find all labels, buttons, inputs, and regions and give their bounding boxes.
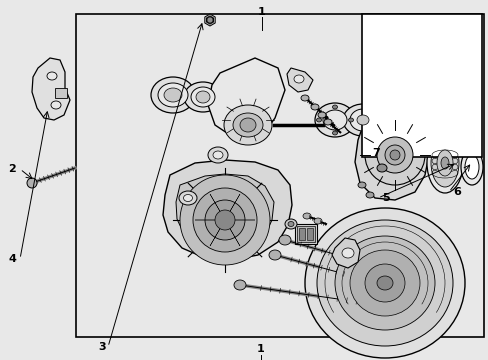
Bar — [296, 226, 314, 242]
Text: 1: 1 — [257, 7, 265, 17]
Ellipse shape — [215, 210, 235, 230]
Ellipse shape — [317, 112, 325, 118]
Ellipse shape — [183, 82, 222, 112]
Ellipse shape — [384, 145, 404, 165]
Ellipse shape — [349, 250, 419, 316]
Bar — [298, 228, 305, 240]
Ellipse shape — [341, 248, 353, 258]
Ellipse shape — [287, 221, 293, 226]
Ellipse shape — [305, 208, 464, 358]
Ellipse shape — [268, 250, 281, 260]
Ellipse shape — [316, 118, 321, 122]
Ellipse shape — [342, 104, 382, 136]
Polygon shape — [32, 58, 70, 120]
Ellipse shape — [364, 125, 424, 185]
Ellipse shape — [316, 220, 452, 346]
Polygon shape — [206, 16, 213, 24]
Text: 4: 4 — [8, 254, 16, 264]
Ellipse shape — [389, 150, 399, 160]
Ellipse shape — [440, 157, 448, 169]
Polygon shape — [204, 14, 215, 26]
Ellipse shape — [364, 264, 404, 302]
Ellipse shape — [384, 266, 394, 274]
Polygon shape — [286, 68, 312, 92]
Ellipse shape — [158, 83, 187, 107]
Ellipse shape — [349, 109, 375, 131]
Ellipse shape — [279, 235, 290, 245]
Polygon shape — [207, 58, 285, 138]
Ellipse shape — [376, 276, 392, 290]
Bar — [361, 14, 481, 157]
Ellipse shape — [356, 115, 368, 125]
Ellipse shape — [313, 218, 321, 224]
Ellipse shape — [285, 219, 296, 229]
Polygon shape — [224, 220, 240, 246]
Text: 5: 5 — [382, 193, 389, 203]
Ellipse shape — [232, 113, 263, 137]
Ellipse shape — [430, 139, 458, 187]
Ellipse shape — [163, 88, 182, 102]
Ellipse shape — [379, 281, 389, 289]
Ellipse shape — [357, 182, 365, 188]
Text: 2: 2 — [8, 164, 16, 174]
Polygon shape — [163, 160, 291, 260]
Ellipse shape — [332, 131, 337, 135]
Ellipse shape — [293, 75, 304, 83]
Polygon shape — [176, 174, 273, 248]
Ellipse shape — [207, 147, 227, 163]
Text: 3: 3 — [98, 342, 105, 352]
Ellipse shape — [179, 191, 197, 205]
Bar — [306, 228, 312, 240]
Ellipse shape — [234, 280, 245, 290]
Ellipse shape — [332, 105, 337, 109]
Bar — [76, 14, 483, 337]
Ellipse shape — [301, 95, 308, 101]
Ellipse shape — [365, 192, 373, 198]
Text: 1: 1 — [257, 344, 264, 354]
Bar — [55, 88, 67, 98]
Ellipse shape — [27, 178, 37, 188]
Ellipse shape — [224, 105, 271, 145]
Text: 7: 7 — [371, 148, 379, 158]
Ellipse shape — [310, 104, 318, 110]
Polygon shape — [224, 194, 240, 220]
Ellipse shape — [374, 301, 384, 309]
Ellipse shape — [460, 149, 482, 185]
Ellipse shape — [47, 72, 57, 80]
Ellipse shape — [303, 213, 310, 219]
Ellipse shape — [196, 91, 209, 103]
Ellipse shape — [213, 151, 223, 159]
Ellipse shape — [193, 188, 257, 252]
Ellipse shape — [436, 150, 452, 176]
Ellipse shape — [464, 155, 478, 179]
Ellipse shape — [376, 137, 412, 173]
Ellipse shape — [206, 17, 213, 23]
Ellipse shape — [204, 200, 244, 240]
Ellipse shape — [180, 175, 269, 265]
Text: 6: 6 — [452, 187, 460, 197]
Bar — [294, 224, 316, 244]
Ellipse shape — [348, 118, 353, 122]
Polygon shape — [354, 105, 429, 200]
Polygon shape — [331, 238, 359, 268]
Ellipse shape — [324, 119, 331, 125]
Ellipse shape — [376, 164, 386, 172]
Ellipse shape — [51, 101, 61, 109]
Ellipse shape — [191, 87, 215, 107]
Ellipse shape — [240, 118, 256, 132]
Ellipse shape — [151, 77, 195, 113]
Ellipse shape — [323, 110, 346, 130]
Ellipse shape — [426, 133, 462, 193]
Polygon shape — [209, 194, 224, 220]
Ellipse shape — [183, 194, 192, 202]
Ellipse shape — [334, 236, 434, 330]
Polygon shape — [209, 220, 224, 246]
Ellipse shape — [314, 103, 354, 137]
